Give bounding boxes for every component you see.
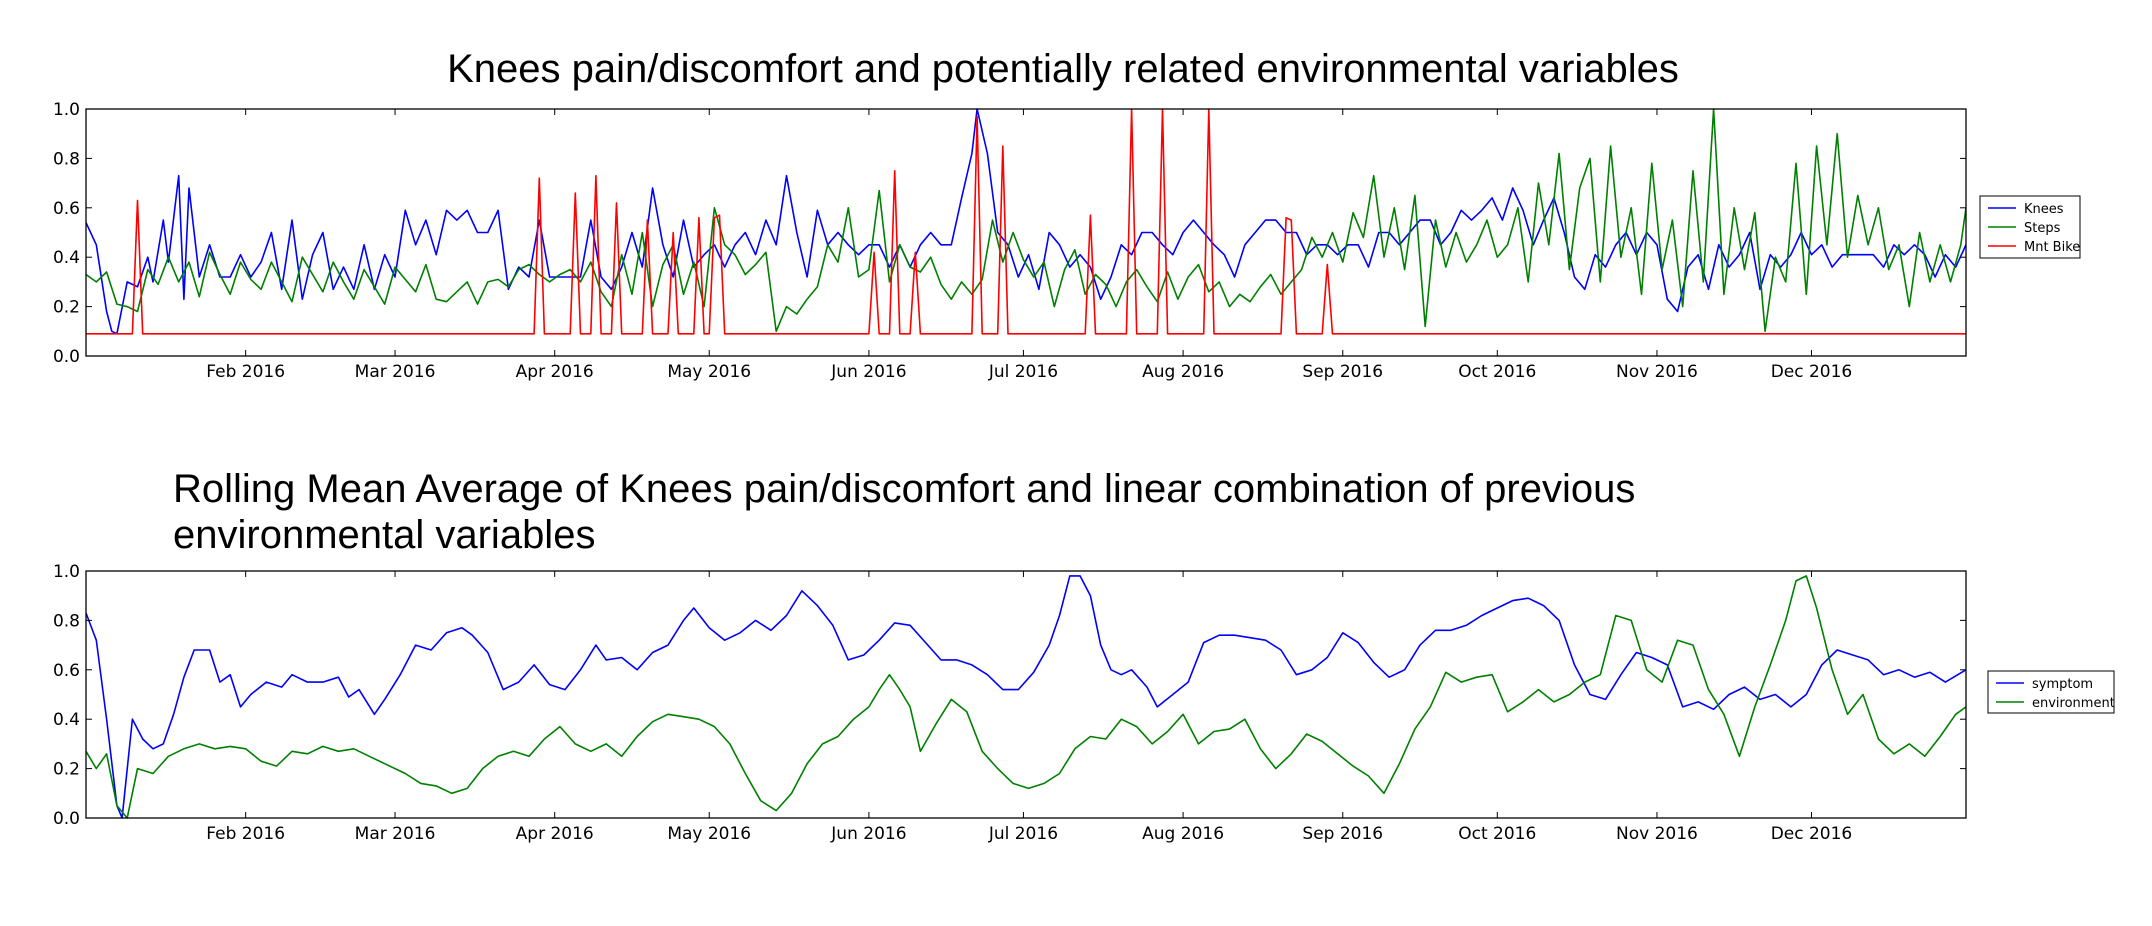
x-tick-label: Mar 2016 — [355, 824, 436, 844]
chart-title-line: Rolling Mean Average of Knees pain/disco… — [173, 467, 1635, 511]
x-tick-label: Apr 2016 — [516, 362, 594, 382]
x-tick-label: Nov 2016 — [1616, 362, 1698, 382]
legend-label-knees: Knees — [2024, 202, 2064, 217]
y-tick-label: 0.8 — [53, 149, 80, 169]
chart-title-line: environmental variables — [173, 513, 595, 557]
y-tick-label: 0.2 — [53, 760, 80, 780]
legend-box — [1987, 670, 2115, 714]
x-tick-label: Aug 2016 — [1142, 824, 1224, 844]
x-tick-label: Feb 2016 — [206, 824, 285, 844]
legend: Knees Steps Mnt Bike — [1979, 195, 2081, 259]
series-group — [86, 108, 1966, 335]
x-tick-label: Feb 2016 — [206, 362, 285, 382]
x-tick-label: Dec 2016 — [1771, 362, 1853, 382]
x-tick-label: Oct 2016 — [1458, 824, 1536, 844]
series-line-steps — [86, 108, 1966, 333]
y-tick-label: 1.0 — [53, 100, 80, 120]
legend: symptom environment — [1987, 670, 2115, 714]
x-tick-label: Aug 2016 — [1142, 362, 1224, 382]
y-tick-label: 0.8 — [53, 611, 80, 631]
y-tick-label: 0.4 — [53, 248, 80, 268]
x-tick-label: May 2016 — [667, 824, 751, 844]
x-tick-label: Nov 2016 — [1616, 824, 1698, 844]
x-tick-label: Dec 2016 — [1771, 824, 1853, 844]
legend-label-symptom: symptom — [2032, 677, 2093, 692]
x-tick-label: Apr 2016 — [516, 824, 594, 844]
y-tick-label: 0.4 — [53, 710, 80, 730]
x-tick-label: Mar 2016 — [355, 362, 436, 382]
x-tick-label: May 2016 — [667, 362, 751, 382]
y-tick-label: 0.6 — [53, 661, 80, 681]
series-line-knees — [86, 108, 1966, 335]
x-tick-label: Jul 2016 — [988, 362, 1058, 382]
y-tick-label: 0.0 — [53, 809, 80, 829]
x-tick-label: Oct 2016 — [1458, 362, 1536, 382]
x-tick-label: Jun 2016 — [830, 824, 906, 844]
y-tick-label: 1.0 — [53, 562, 80, 582]
legend-label-environment: environment — [2032, 696, 2115, 711]
chart-title: Rolling Mean Average of Knees pain/disco… — [173, 467, 1635, 557]
x-tick-label: Jul 2016 — [988, 824, 1058, 844]
series-line-mnt-bike — [86, 108, 1966, 335]
series-line-environment — [86, 575, 1966, 819]
plot-frame — [85, 108, 1967, 357]
y-tick-label: 0.6 — [53, 199, 80, 219]
chart-title: Knees pain/discomfort and potentially re… — [447, 47, 1679, 91]
series-group — [86, 575, 1966, 819]
y-tick-label: 0.2 — [53, 298, 80, 318]
y-tick-label: 0.0 — [53, 347, 80, 367]
chart-panel-knees: Knees pain/discomfort and potentially re… — [53, 47, 2081, 382]
legend-label-mnt-bike: Mnt Bike — [2024, 240, 2080, 255]
chart-panel-rolling-mean: Rolling Mean Average of Knees pain/disco… — [53, 467, 2115, 844]
x-tick-label: Sep 2016 — [1302, 362, 1383, 382]
legend-label-steps: Steps — [2024, 221, 2061, 236]
series-line-symptom — [86, 575, 1966, 819]
x-tick-label: Sep 2016 — [1302, 824, 1383, 844]
x-tick-label: Jun 2016 — [830, 362, 906, 382]
plot-frame — [85, 570, 1967, 819]
